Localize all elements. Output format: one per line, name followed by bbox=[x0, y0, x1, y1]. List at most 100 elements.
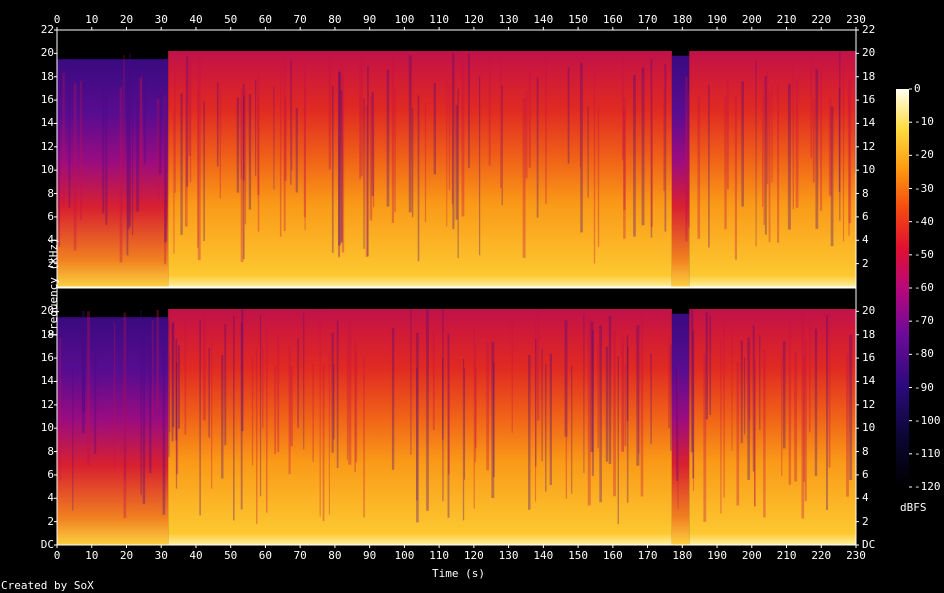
texture-streak bbox=[284, 97, 287, 181]
texture-streak bbox=[608, 316, 612, 464]
texture-streak bbox=[452, 52, 455, 230]
texture-streak bbox=[199, 320, 201, 516]
x-tick-label-top: 130 bbox=[498, 13, 519, 26]
y-tick-label-left: 16 bbox=[40, 93, 54, 107]
texture-streak bbox=[792, 61, 794, 210]
texture-streak bbox=[536, 77, 539, 218]
texture-streak bbox=[771, 85, 773, 183]
texture-streak bbox=[549, 353, 553, 486]
x-tick-label-top: 160 bbox=[602, 13, 623, 26]
texture-streak bbox=[534, 315, 537, 502]
colorbar-tick-label: -50 bbox=[914, 247, 934, 261]
texture-streak bbox=[340, 90, 343, 243]
texture-streak bbox=[697, 96, 701, 239]
texture-streak bbox=[624, 364, 627, 447]
texture-streak bbox=[690, 309, 694, 453]
texture-streak bbox=[255, 80, 257, 176]
texture-streak bbox=[367, 66, 369, 257]
texture-streak bbox=[709, 315, 712, 416]
texture-streak bbox=[177, 345, 180, 429]
texture-streak bbox=[174, 70, 176, 193]
texture-streak bbox=[355, 350, 358, 463]
texture-streak bbox=[394, 88, 396, 213]
texture-streak bbox=[462, 358, 465, 521]
x-tick-label-top: 170 bbox=[637, 13, 658, 26]
texture-streak bbox=[248, 94, 252, 210]
texture-streak bbox=[747, 337, 750, 480]
texture-streak bbox=[455, 105, 458, 220]
texture-streak bbox=[312, 363, 314, 462]
texture-streak bbox=[828, 98, 832, 196]
y-tick-label-left: 20 bbox=[40, 46, 54, 60]
texture-streak bbox=[184, 318, 187, 435]
x-tick-label-bottom: 50 bbox=[224, 549, 238, 562]
texture-streak bbox=[848, 90, 850, 236]
texture-streak bbox=[677, 364, 679, 510]
texture-streak bbox=[233, 316, 235, 521]
texture-streak bbox=[826, 315, 828, 510]
x-tick-label-bottom: 160 bbox=[602, 549, 623, 562]
x-tick-label-bottom: 180 bbox=[672, 549, 693, 562]
y-tick-label-right: 18 bbox=[862, 69, 876, 83]
texture-streak bbox=[763, 79, 765, 225]
texture-streak bbox=[303, 312, 305, 450]
y-tick-label-right: 8 bbox=[862, 444, 869, 458]
texture-streak bbox=[142, 316, 146, 505]
texture-streak bbox=[391, 57, 395, 224]
texture-streak bbox=[129, 53, 131, 227]
texture-streak bbox=[372, 100, 375, 208]
texture-streak bbox=[164, 58, 167, 243]
texture-streak bbox=[587, 315, 591, 506]
texture-streak bbox=[741, 81, 744, 207]
texture-streak bbox=[446, 78, 448, 227]
y-tick-label-left: 12 bbox=[40, 139, 54, 153]
y-tick-label-left: 8 bbox=[47, 444, 54, 458]
texture-streak bbox=[810, 56, 813, 159]
texture-streak bbox=[468, 53, 470, 169]
y-tick-label-left: 16 bbox=[40, 351, 54, 365]
texture-streak bbox=[593, 67, 596, 264]
texture-streak bbox=[149, 338, 152, 474]
texture-streak bbox=[486, 341, 489, 471]
texture-streak bbox=[650, 58, 653, 238]
texture-streak bbox=[613, 330, 616, 497]
texture-streak bbox=[333, 364, 335, 440]
texture-streak bbox=[670, 344, 672, 451]
texture-streak bbox=[186, 56, 189, 187]
texture-streak bbox=[144, 79, 146, 164]
y-tick-label-right: 14 bbox=[862, 116, 876, 130]
texture-streak bbox=[731, 325, 733, 451]
y-tick-label-right: 4 bbox=[862, 491, 869, 505]
texture-streak bbox=[447, 333, 450, 518]
colorbar-tick-label: -40 bbox=[914, 214, 934, 228]
texture-streak bbox=[328, 350, 330, 515]
texture-streak bbox=[105, 95, 108, 226]
y-tick-label-right: 22 bbox=[862, 23, 876, 36]
y-tick-label-right: 14 bbox=[862, 374, 876, 388]
texture-streak bbox=[319, 311, 321, 517]
y-tick-label-right: 16 bbox=[862, 93, 876, 107]
texture-streak bbox=[692, 353, 694, 492]
colorbar-tick-label: -100 bbox=[914, 413, 941, 427]
texture-streak bbox=[240, 100, 242, 179]
texture-streak bbox=[132, 59, 134, 236]
texture-streak bbox=[766, 71, 769, 185]
texture-streak bbox=[623, 108, 626, 210]
y-axis-label: Frequency (kHz) bbox=[47, 237, 61, 337]
texture-streak bbox=[290, 60, 292, 185]
y-tick-label-left: 10 bbox=[40, 421, 54, 435]
texture-streak bbox=[442, 358, 444, 440]
texture-streak bbox=[363, 356, 365, 518]
texture-streak bbox=[168, 318, 170, 457]
texture-streak bbox=[410, 309, 412, 455]
texture-streak bbox=[463, 368, 466, 480]
texture-streak bbox=[676, 367, 679, 481]
texture-streak bbox=[72, 368, 74, 511]
texture-streak bbox=[488, 54, 491, 166]
texture-streak bbox=[219, 88, 221, 199]
texture-streak bbox=[304, 87, 306, 231]
texture-streak bbox=[599, 325, 602, 503]
texture-streak bbox=[240, 88, 244, 263]
texture-streak bbox=[203, 312, 206, 421]
texture-streak bbox=[545, 58, 547, 204]
